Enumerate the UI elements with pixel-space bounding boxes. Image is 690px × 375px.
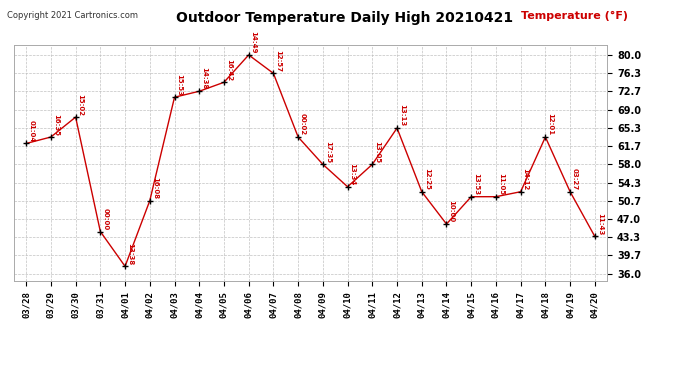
Text: 15:02: 15:02 [77, 94, 83, 116]
Text: 14:12: 14:12 [522, 168, 529, 190]
Text: 00:00: 00:00 [102, 208, 108, 230]
Text: 12:25: 12:25 [424, 168, 430, 190]
Text: 13:13: 13:13 [399, 104, 405, 127]
Text: 13:38: 13:38 [127, 243, 133, 265]
Text: 10:00: 10:00 [448, 200, 455, 222]
Text: 13:34: 13:34 [350, 163, 355, 185]
Text: 03:27: 03:27 [572, 168, 578, 190]
Text: 16:35: 16:35 [53, 114, 59, 135]
Text: 12:57: 12:57 [275, 50, 282, 72]
Text: 15:53: 15:53 [177, 74, 182, 96]
Text: 11:43: 11:43 [597, 213, 603, 235]
Text: 17:35: 17:35 [325, 141, 331, 163]
Text: 13:05: 13:05 [374, 141, 380, 163]
Text: 16:42: 16:42 [226, 58, 232, 81]
Text: 14:49: 14:49 [250, 31, 257, 54]
Text: 11:05: 11:05 [498, 173, 504, 195]
Text: 14:38: 14:38 [201, 68, 207, 90]
Text: Temperature (°F): Temperature (°F) [521, 11, 628, 21]
Text: Copyright 2021 Cartronics.com: Copyright 2021 Cartronics.com [7, 11, 138, 20]
Text: 01:04: 01:04 [28, 120, 34, 142]
Text: 12:01: 12:01 [547, 113, 553, 135]
Text: 16:08: 16:08 [152, 177, 158, 199]
Text: Outdoor Temperature Daily High 20210421: Outdoor Temperature Daily High 20210421 [177, 11, 513, 25]
Text: 13:53: 13:53 [473, 173, 479, 195]
Text: 00:02: 00:02 [300, 113, 306, 135]
